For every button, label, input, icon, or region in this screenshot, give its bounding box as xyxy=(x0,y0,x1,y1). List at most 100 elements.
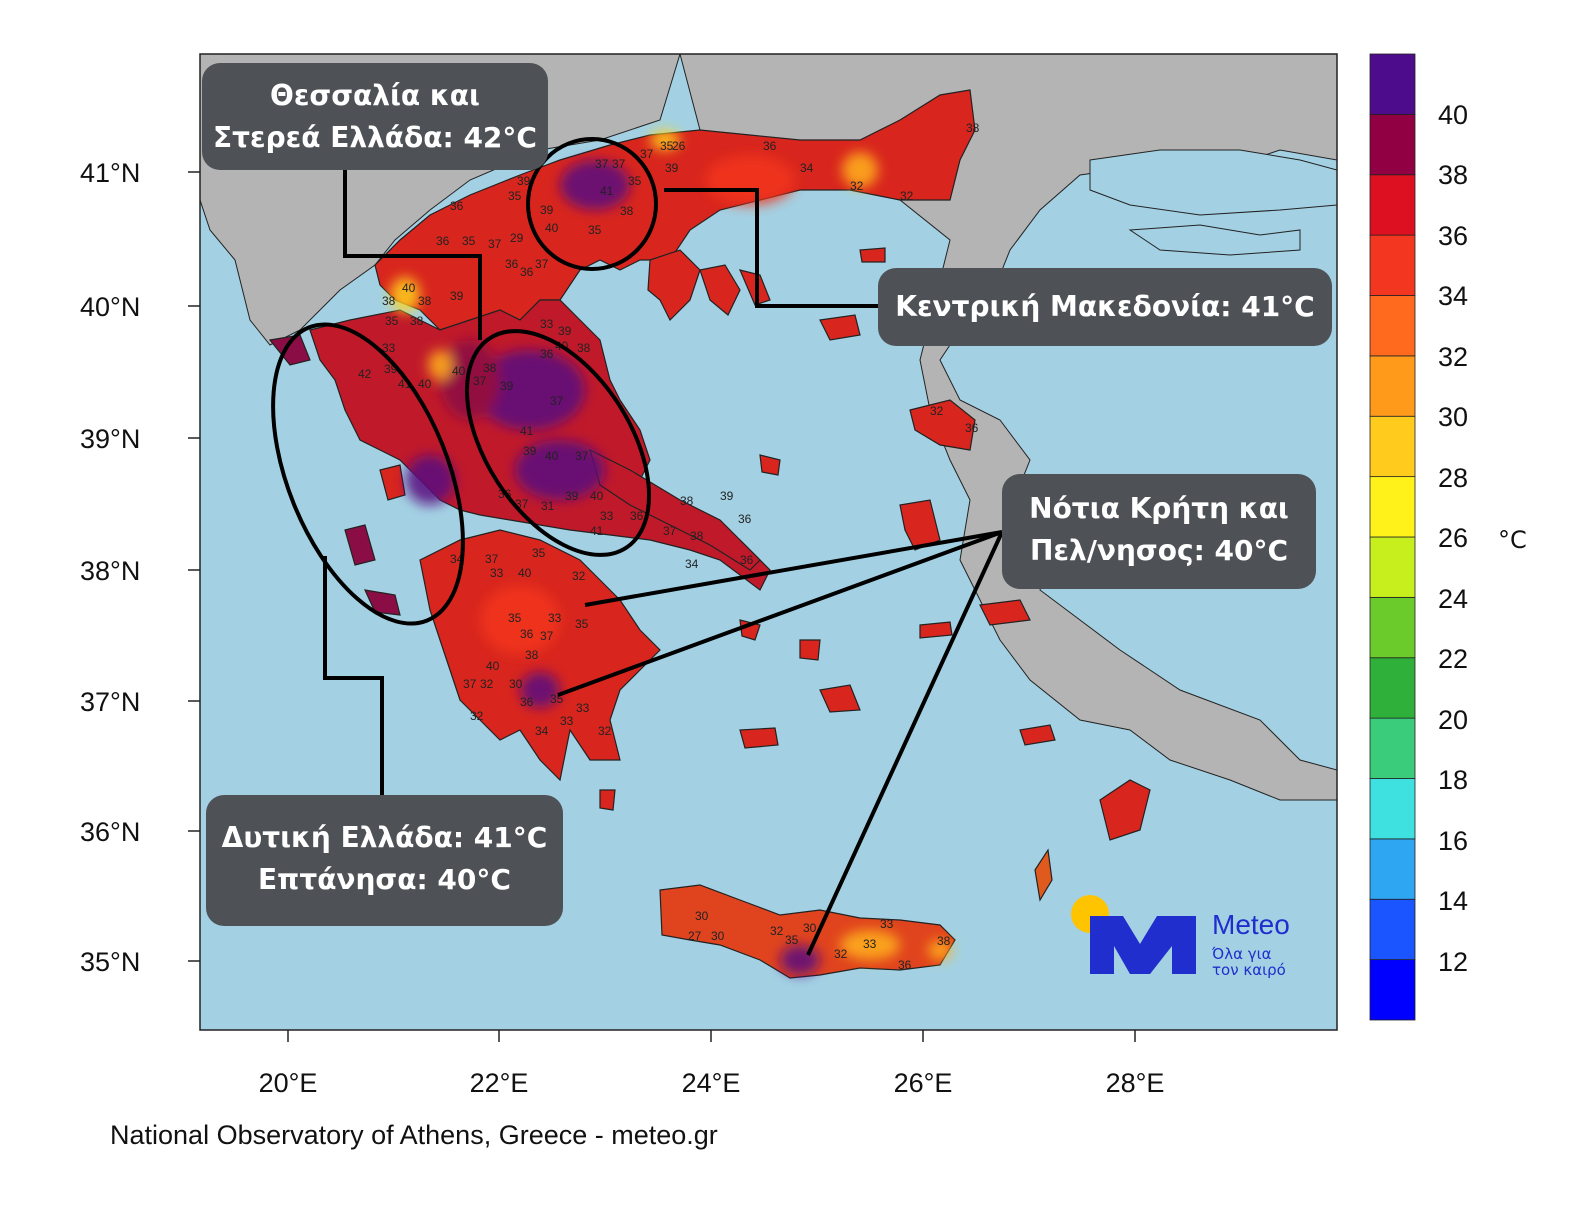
temperature-value: 36 xyxy=(520,695,534,709)
temperature-value: 38 xyxy=(410,314,424,328)
colorbar-unit: °C xyxy=(1498,526,1527,554)
colorbar-swatch xyxy=(1369,174,1416,236)
temperature-value: 34 xyxy=(685,557,699,571)
lat-label-37: 37°N xyxy=(80,687,140,717)
temperature-value: 38 xyxy=(525,648,539,662)
colorbar-swatch xyxy=(1369,53,1416,115)
source-credit: National Observatory of Athens, Greece -… xyxy=(110,1120,718,1150)
temperature-value: 35 xyxy=(660,139,674,153)
logo-m-icon xyxy=(1090,916,1196,974)
temperature-value: 32 xyxy=(850,179,864,193)
temperature-value: 39 xyxy=(517,174,531,188)
temperature-value: 32 xyxy=(900,189,914,203)
temperature-value: 36 xyxy=(965,421,979,435)
temperature-value: 35 xyxy=(385,314,399,328)
colorbar-tick-22: 22 xyxy=(1438,644,1468,674)
lat-label-40: 40°N xyxy=(80,292,140,322)
colorbar-tick-38: 38 xyxy=(1438,160,1468,190)
annotation-crete-line2: Πελ/νησος: 40°C xyxy=(1029,534,1289,567)
logo-wordmark: Meteo xyxy=(1212,909,1290,940)
temperature-value: 35 xyxy=(508,189,522,203)
lon-ticks xyxy=(287,1030,1136,1042)
annotation-macedonia-line1: Κεντρική Μακεδονία: 41°C xyxy=(895,290,1315,323)
colorbar-tick-34: 34 xyxy=(1438,281,1468,311)
colorbar-tick-40: 40 xyxy=(1438,100,1468,130)
temperature-value: 38 xyxy=(418,294,432,308)
temperature-value: 41 xyxy=(600,184,614,198)
temperature-value: 33 xyxy=(576,701,590,715)
temperature-value: 36 xyxy=(520,627,534,641)
temperature-value: 32 xyxy=(834,947,848,961)
temperature-value: 40 xyxy=(545,449,559,463)
temperature-value: 38 xyxy=(690,529,704,543)
temperature-value: 35 xyxy=(575,617,589,631)
temperature-value: 36 xyxy=(763,139,777,153)
annotation-crete-peloponnese: Νότια Κρήτη και Πελ/νησος: 40°C xyxy=(1002,474,1316,589)
lon-label-28: 28°E xyxy=(1106,1068,1165,1098)
colorbar xyxy=(1369,53,1416,1021)
annotation-west-greece: Δυτική Ελλάδα: 41°C Επτάνησα: 40°C xyxy=(206,795,563,926)
temperature-value: 35 xyxy=(785,933,799,947)
temperature-value: 30 xyxy=(711,929,725,943)
annotation-thessaly: Θεσσαλία και Στερεά Ελλάδα: 42°C xyxy=(202,63,548,170)
temperature-value: 37 xyxy=(595,157,609,171)
temperature-value: 40 xyxy=(418,377,432,391)
temperature-value: 35 xyxy=(628,174,642,188)
colorbar-tick-18: 18 xyxy=(1438,765,1468,795)
temperature-value: 36 xyxy=(540,347,554,361)
temperature-value: 33 xyxy=(880,917,894,931)
thessaly-ellipse xyxy=(464,329,652,557)
temperature-value: 39 xyxy=(665,161,679,175)
temperature-value: 35 xyxy=(508,611,522,625)
temperature-value: 40 xyxy=(402,281,416,295)
temperature-value: 32 xyxy=(480,677,494,691)
annotation-crete-line1: Νότια Κρήτη και xyxy=(1029,492,1289,525)
macedonia-circle xyxy=(526,137,658,271)
temperature-value: 29 xyxy=(510,231,524,245)
colorbar-swatch xyxy=(1369,596,1416,659)
temperature-value: 27 xyxy=(688,929,702,943)
temperature-value: 33 xyxy=(560,714,574,728)
colorbar-tick-30: 30 xyxy=(1438,402,1468,432)
colorbar-swatch xyxy=(1369,838,1416,900)
temperature-value: 30 xyxy=(695,909,709,923)
lat-label-36: 36°N xyxy=(80,817,140,847)
colorbar-swatch xyxy=(1369,898,1416,961)
temperature-value: 32 xyxy=(572,569,586,583)
colorbar-tick-20: 20 xyxy=(1438,705,1468,735)
temperature-value: 34 xyxy=(535,724,549,738)
temperature-value: 38 xyxy=(577,341,591,355)
temperature-hotspots xyxy=(390,130,952,975)
lat-ticks xyxy=(188,171,200,962)
logo-tagline: Όλα για τον καιρό xyxy=(1212,946,1286,978)
temperature-value: 40 xyxy=(486,659,500,673)
temperature-value: 36 xyxy=(505,257,519,271)
temperature-value: 38 xyxy=(620,204,634,218)
colorbar-tick-12: 12 xyxy=(1438,947,1468,977)
temperature-value: 32 xyxy=(598,724,612,738)
temperature-value: 36 xyxy=(436,234,450,248)
colorbar-tick-labels: 40 38 36 34 32 30 28 26 24 22 20 18 16 1… xyxy=(1438,100,1468,977)
temperature-value: 40 xyxy=(452,364,466,378)
temperature-value: 41 xyxy=(590,524,604,538)
temperature-value: 36 xyxy=(520,265,534,279)
temperature-value: 33 xyxy=(600,509,614,523)
lon-label-22: 22°E xyxy=(470,1068,529,1098)
temperature-value: 39 xyxy=(450,289,464,303)
temperature-value: 37 xyxy=(640,147,654,161)
colorbar-tick-26: 26 xyxy=(1438,523,1468,553)
temperature-value: 26 xyxy=(672,139,686,153)
colorbar-swatch xyxy=(1369,657,1416,719)
colorbar-tick-28: 28 xyxy=(1438,463,1468,493)
temperature-value: 33 xyxy=(490,566,504,580)
annotation-thessaly-line1: Θεσσαλία και xyxy=(270,79,480,112)
temperature-value: 39 xyxy=(565,489,579,503)
annotation-macedonia: Κεντρική Μακεδονία: 41°C xyxy=(878,268,1332,346)
colorbar-swatch xyxy=(1369,234,1416,296)
temperature-value: 35 xyxy=(588,223,602,237)
connector-lines xyxy=(323,170,1004,956)
temperature-value: 32 xyxy=(770,924,784,938)
meteo-logo xyxy=(1071,895,1196,974)
